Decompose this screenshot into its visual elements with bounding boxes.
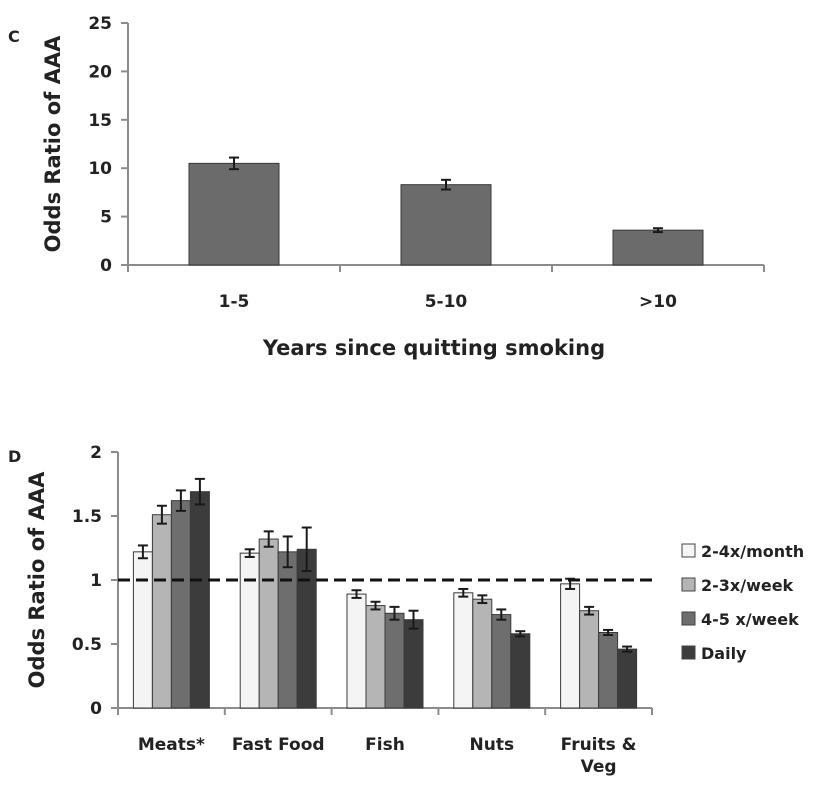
panel-d-error-bar xyxy=(389,605,400,621)
panel-c-y-ticks: 0 5 10 15 20 25 xyxy=(88,14,128,276)
panel-d-bar xyxy=(277,551,298,709)
panel-d-bar xyxy=(617,648,638,709)
legend: 2-4x/month 2-3x/week 4-5 x/week Daily xyxy=(681,542,804,663)
panel-d-bar xyxy=(491,614,512,709)
panel-d-error-bar xyxy=(301,526,312,573)
legend-swatch xyxy=(681,611,696,626)
panel-d-error-bar xyxy=(603,628,614,637)
panel-c-error-bar xyxy=(653,227,663,234)
panel-d-error-bar xyxy=(622,645,633,653)
panel-d-x-tick-label: Nuts xyxy=(470,735,515,755)
panel-d-bar xyxy=(258,538,279,709)
panel-d-bar xyxy=(151,514,172,709)
legend-swatch xyxy=(681,645,696,660)
panel-d-error-bar xyxy=(263,530,274,548)
panel-d-error-bar xyxy=(496,608,507,621)
panel-d-x-ticks: Meats* Fast Food Fish Nuts Fruits & Veg xyxy=(117,708,653,777)
panel-d-bar xyxy=(384,612,405,709)
panel-c-bar xyxy=(188,162,280,266)
panel-c-y-tick-label: 0 xyxy=(100,256,112,276)
panel-c-x-tick-label: 1-5 xyxy=(219,292,250,312)
legend-label: 2-3x/week xyxy=(701,576,794,595)
legend-label: 4-5 x/week xyxy=(701,610,799,629)
panel-d-bar xyxy=(296,548,317,709)
panel-c-y-axis-label: Odds Ratio of AAA xyxy=(41,35,65,252)
panel-d-bar xyxy=(403,619,424,709)
panel-d-error-bar xyxy=(244,548,255,558)
panel-d-x-tick-label: Meats* xyxy=(138,735,205,755)
panel-c-y-tick-label: 15 xyxy=(88,111,112,131)
panel-c-error-bar xyxy=(229,156,239,171)
legend-swatch xyxy=(681,543,696,558)
chart-panel-d: D 0 0.5 1 1.5 2 Meats* Fast Food Fish Nuts Fruit… xyxy=(8,443,804,777)
panel-c-x-ticks: 1-5 5-10 >10 xyxy=(127,265,765,312)
panel-d-bar xyxy=(598,631,619,709)
panel-d-y-axis-label: Odds Ratio of AAA xyxy=(25,471,49,688)
panel-d-bar xyxy=(560,583,581,709)
panel-d-error-bar xyxy=(515,630,526,638)
panel-c-letter: C xyxy=(8,27,20,46)
panel-d-bar xyxy=(579,610,600,709)
panel-d-y-ticks: 0 0.5 1 1.5 2 xyxy=(72,443,118,719)
panel-c-y-tick-label: 20 xyxy=(88,62,112,82)
panel-d-bar xyxy=(346,593,367,709)
panel-d-bar xyxy=(170,500,191,709)
panel-d-bar xyxy=(239,552,260,709)
panel-d-y-tick-label: 2 xyxy=(90,443,102,463)
panel-d-bar xyxy=(453,592,474,709)
panel-d-error-bar xyxy=(175,489,186,512)
chart-panel-c: C 0 5 10 15 20 25 1-5 5-10 >10 Odds Ratio of AA… xyxy=(8,14,765,360)
legend-label: 2-4x/month xyxy=(701,542,804,561)
panel-c-y-tick-label: 5 xyxy=(100,208,112,228)
panel-d-y-tick-label: 1 xyxy=(90,571,102,591)
panel-c-bar xyxy=(400,184,492,266)
panel-d-error-bar xyxy=(137,544,148,560)
panel-d-error-bar xyxy=(477,594,488,605)
panel-c-y-tick-label: 10 xyxy=(88,159,112,179)
panel-d-y-tick-label: 0 xyxy=(90,699,102,719)
panel-d-error-bar xyxy=(408,609,419,630)
panel-d-y-tick-label: 1.5 xyxy=(72,507,102,527)
panel-d-error-bar xyxy=(584,605,595,616)
panel-d-letter: D xyxy=(8,447,21,466)
legend-label: Daily xyxy=(701,644,747,663)
panel-d-error-bar xyxy=(370,600,381,611)
panel-c-x-axis-label: Years since quitting smoking xyxy=(262,336,605,360)
panel-d-error-bar xyxy=(156,504,167,525)
panel-c-error-bar xyxy=(441,178,451,191)
panel-d-error-bar xyxy=(351,589,362,599)
panel-d-y-tick-label: 0.5 xyxy=(72,635,102,655)
legend-swatch xyxy=(681,577,696,592)
panel-c-x-tick-label: >10 xyxy=(639,292,677,312)
panel-d-x-tick-label: Fish xyxy=(365,735,405,755)
panel-c-y-tick-label: 25 xyxy=(88,14,112,34)
panel-d-bars xyxy=(132,477,638,709)
panel-c-x-tick-label: 5-10 xyxy=(425,292,468,312)
panel-c-bars xyxy=(188,156,704,266)
panel-d-bar xyxy=(132,551,153,709)
panel-d-error-bar xyxy=(194,477,205,506)
panel-d-bar xyxy=(510,633,531,709)
panel-d-x-tick-label: Fruits & Veg xyxy=(561,735,637,777)
panel-d-bar xyxy=(472,598,493,709)
panel-c-bar xyxy=(612,229,704,266)
panel-d-error-bar xyxy=(458,587,469,598)
panel-d-error-bar xyxy=(282,535,293,569)
panel-d-x-tick-label: Fast Food xyxy=(232,735,325,755)
panel-d-bar xyxy=(189,491,210,709)
panel-d-bar xyxy=(365,605,386,709)
